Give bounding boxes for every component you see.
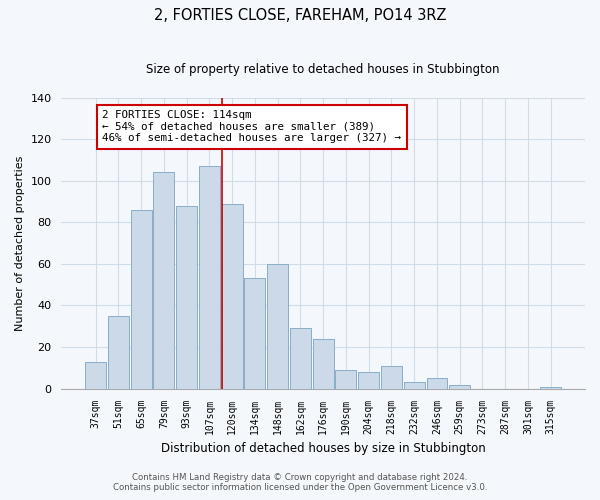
Bar <box>131 210 152 388</box>
Bar <box>108 316 129 388</box>
Bar <box>267 264 288 388</box>
Bar <box>358 372 379 388</box>
Bar <box>199 166 220 388</box>
Bar <box>404 382 425 388</box>
Bar <box>381 366 402 388</box>
Title: Size of property relative to detached houses in Stubbington: Size of property relative to detached ho… <box>146 62 500 76</box>
Bar <box>85 362 106 388</box>
Text: 2, FORTIES CLOSE, FAREHAM, PO14 3RZ: 2, FORTIES CLOSE, FAREHAM, PO14 3RZ <box>154 8 446 22</box>
Bar <box>449 384 470 388</box>
Bar <box>313 339 334 388</box>
X-axis label: Distribution of detached houses by size in Stubbington: Distribution of detached houses by size … <box>161 442 485 455</box>
Bar <box>244 278 265 388</box>
Text: Contains HM Land Registry data © Crown copyright and database right 2024.
Contai: Contains HM Land Registry data © Crown c… <box>113 473 487 492</box>
Text: 2 FORTIES CLOSE: 114sqm
← 54% of detached houses are smaller (389)
46% of semi-d: 2 FORTIES CLOSE: 114sqm ← 54% of detache… <box>103 110 401 143</box>
Bar <box>154 172 175 388</box>
Bar <box>540 386 561 388</box>
Bar <box>335 370 356 388</box>
Bar <box>427 378 448 388</box>
Bar <box>176 206 197 388</box>
Y-axis label: Number of detached properties: Number of detached properties <box>15 156 25 331</box>
Bar <box>290 328 311 388</box>
Bar <box>222 204 242 388</box>
